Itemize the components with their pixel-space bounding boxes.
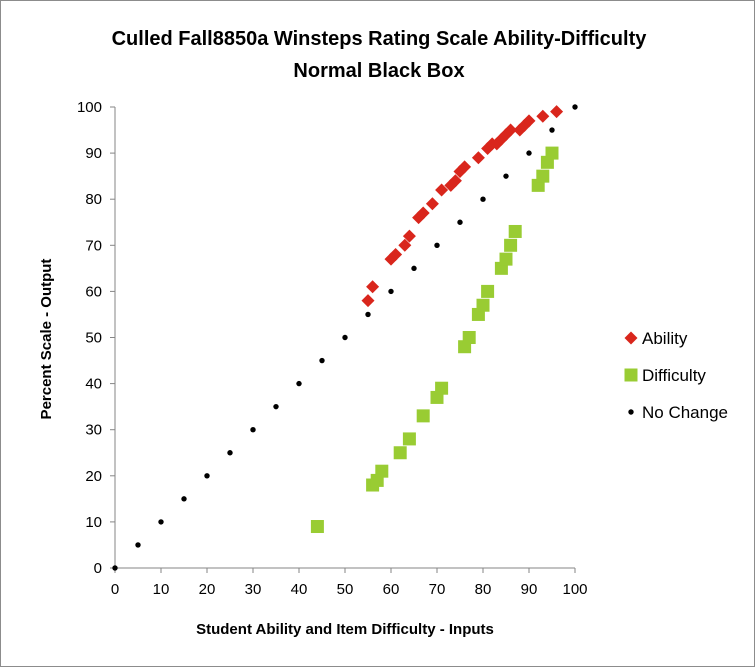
series-no-change (112, 104, 578, 571)
x-axis-title: Student Ability and Item Difficulty - In… (196, 621, 494, 638)
legend-marker-ability (624, 331, 638, 345)
no-change-point (112, 565, 118, 571)
y-tick-label: 0 (94, 560, 102, 577)
ability-point (435, 183, 449, 197)
no-change-point (434, 242, 440, 248)
y-axis-title: Percent Scale - Output (38, 259, 55, 420)
y-tick-label: 40 (85, 376, 102, 393)
no-change-point (572, 104, 578, 110)
no-change-point (135, 542, 141, 548)
y-tick-label: 20 (85, 468, 102, 485)
x-tick-label: 40 (291, 581, 308, 598)
difficulty-point (402, 432, 416, 446)
x-tick-label: 70 (429, 581, 446, 598)
y-tick-label: 60 (85, 283, 102, 300)
x-tick-label: 60 (383, 581, 400, 598)
difficulty-point (481, 284, 495, 298)
x-tick-label: 50 (337, 581, 354, 598)
no-change-point (526, 150, 532, 156)
ability-point (416, 206, 430, 220)
difficulty-point (499, 252, 513, 266)
ability-point (425, 197, 439, 211)
y-tick-label: 90 (85, 145, 102, 162)
no-change-point (411, 265, 417, 272)
difficulty-point (435, 381, 449, 395)
difficulty-point (416, 409, 430, 423)
x-tick-label: 100 (562, 581, 587, 598)
no-change-point (158, 519, 164, 525)
difficulty-point (536, 169, 550, 183)
no-change-point (319, 357, 325, 364)
y-tick-label: 50 (85, 330, 102, 347)
ability-point (361, 294, 375, 308)
difficulty-point (476, 298, 490, 312)
x-tick-label: 20 (199, 581, 216, 598)
no-change-point (250, 427, 256, 433)
chart-subtitle: Normal Black Box (293, 60, 464, 82)
no-change-point (503, 173, 509, 179)
no-change-point (227, 450, 233, 456)
no-change-point (296, 380, 302, 387)
no-change-point (181, 496, 187, 502)
no-change-point (549, 127, 555, 133)
difficulty-point (504, 238, 518, 252)
y-tick-label: 30 (85, 422, 102, 439)
legend-marker-difficulty (624, 368, 638, 382)
chart-title: Culled Fall8850a Winsteps Rating Scale A… (112, 28, 648, 50)
legend-label: No Change (642, 403, 728, 422)
difficulty-point (393, 446, 407, 460)
ability-point (458, 160, 472, 174)
y-tick-label: 10 (85, 514, 102, 531)
axes (110, 106, 576, 573)
x-tick-label: 0 (111, 581, 119, 598)
tick-labels: 0 10 20 30 40 50 60 70 80 90 100 0 10 20 30 40 50 60 70 80 9… (77, 99, 588, 598)
legend-label: Ability (642, 329, 688, 348)
x-tick-label: 10 (153, 581, 170, 598)
difficulty-point (310, 520, 324, 534)
y-tick-label: 70 (85, 237, 102, 254)
no-change-point (273, 403, 279, 410)
difficulty-point (462, 331, 476, 344)
legend: Ability Difficulty No Change (624, 329, 728, 422)
no-change-point (204, 473, 210, 479)
ability-point (366, 280, 380, 294)
x-tick-label: 30 (245, 581, 262, 598)
ability-point (471, 151, 485, 165)
y-tick-label: 100 (77, 99, 102, 116)
no-change-point (480, 196, 486, 202)
series-difficulty (310, 146, 559, 534)
ability-point (402, 229, 416, 243)
ability-point (550, 105, 564, 119)
difficulty-point (375, 464, 389, 478)
ability-point (389, 248, 403, 262)
x-tick-label: 80 (475, 581, 492, 598)
difficulty-point (545, 146, 559, 160)
data-points (112, 104, 578, 571)
ability-point (398, 238, 412, 252)
ability-point (448, 174, 462, 188)
no-change-point (457, 219, 463, 225)
no-change-point (342, 334, 348, 341)
ability-point (504, 123, 518, 137)
y-tick-label: 80 (85, 191, 102, 208)
legend-label: Difficulty (642, 366, 706, 385)
difficulty-point (508, 224, 522, 238)
no-change-point (388, 288, 394, 295)
series-ability (361, 105, 564, 308)
ability-point (522, 114, 536, 128)
x-tick-label: 90 (521, 581, 538, 598)
ability-point (536, 109, 550, 123)
no-change-point (365, 311, 371, 318)
legend-marker-no-change (628, 409, 634, 415)
